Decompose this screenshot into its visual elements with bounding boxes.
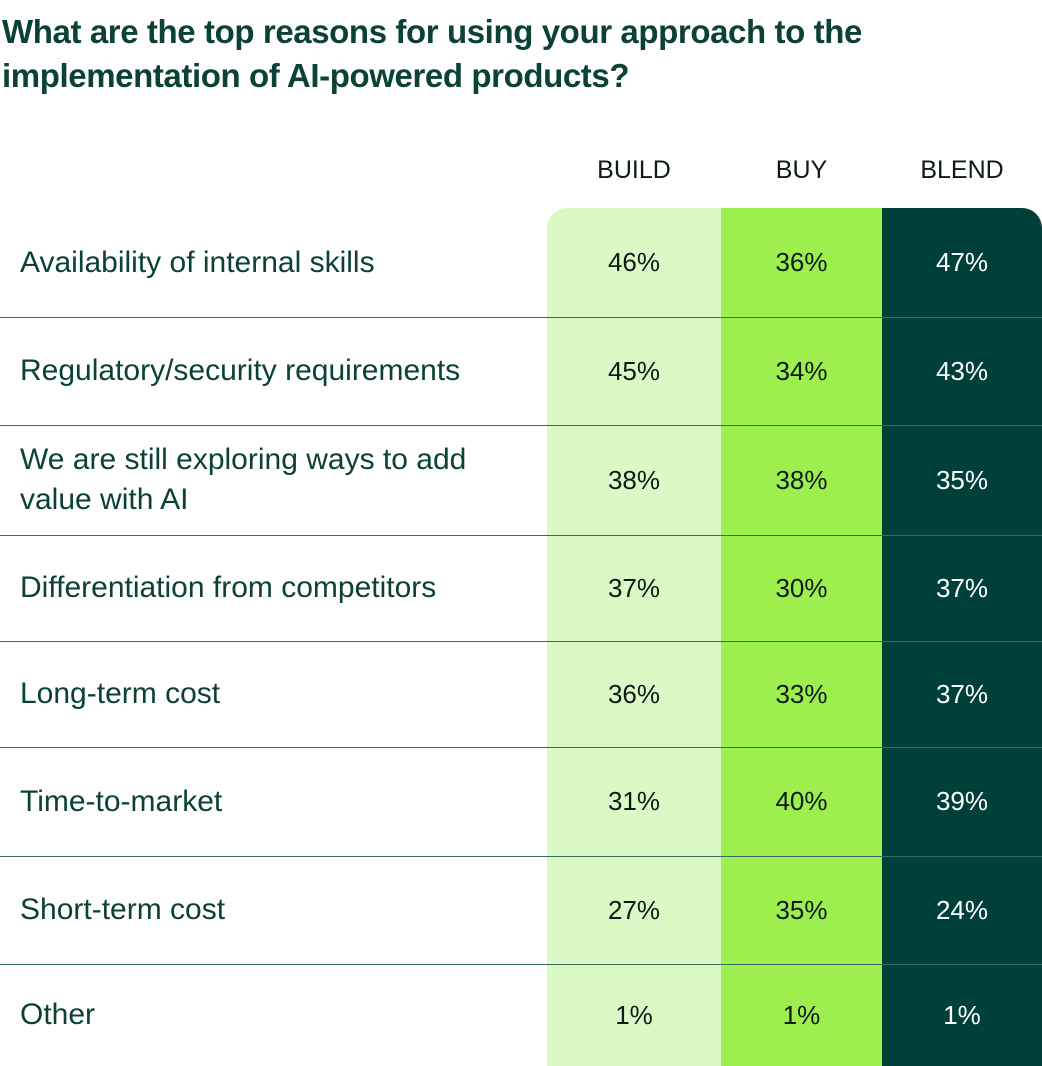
row-label: Other — [20, 998, 96, 1031]
row-divider — [0, 535, 1042, 536]
cell-blend-value: 37% — [935, 572, 989, 603]
row-divider — [0, 856, 1042, 857]
cell-build-value: 27% — [607, 894, 661, 925]
row-label: Differentiation from competitors — [20, 571, 437, 604]
row-divider — [0, 641, 1042, 642]
row-label: Long-term cost — [20, 677, 221, 710]
cell-buy-value: 30% — [775, 572, 828, 603]
chart-title: What are the top reasons for using your … — [2, 13, 862, 94]
cell-buy-value: 34% — [775, 355, 828, 386]
cell-build-value: 37% — [607, 572, 661, 603]
cell-buy-value: 38% — [775, 464, 828, 495]
column-header-build: BUILD — [597, 156, 671, 184]
table-row: Differentiation from competitors 37% 30% 37… — [0, 535, 1042, 642]
row-label: Time-to-market — [20, 784, 223, 818]
cell-build-value: 1% — [615, 999, 653, 1030]
row-label: Regulatory/security requirements — [20, 354, 461, 387]
row-divider — [0, 964, 1042, 965]
row-label: Availability of internal skills — [20, 245, 375, 279]
cell-build-value: 31% — [607, 786, 661, 816]
row-label: Short-term cost — [20, 893, 226, 926]
cell-buy-value: 1% — [782, 999, 821, 1030]
cell-blend-value: 24% — [935, 894, 989, 925]
cell-blend-value: 39% — [935, 786, 989, 816]
row-divider — [0, 425, 1042, 426]
cell-build-value: 46% — [607, 247, 661, 277]
table-row: Long-term cost 36% 33% 37% — [0, 641, 1042, 748]
cell-buy-value: 33% — [775, 678, 828, 709]
cell-blend-value: 43% — [935, 355, 989, 386]
column-header-buy: BUY — [775, 156, 828, 184]
cell-blend-value: 35% — [935, 464, 989, 495]
cell-blend-value: 37% — [935, 678, 989, 709]
cell-blend-value: 1% — [943, 999, 981, 1030]
cell-build-value: 45% — [607, 355, 661, 386]
table-row: Other 1% 1% 1% — [0, 964, 1042, 1066]
cell-build-value: 36% — [607, 678, 661, 709]
cell-blend-value: 47% — [935, 247, 989, 277]
cell-buy-value: 40% — [775, 786, 828, 816]
row-label: We are still exploring ways to add value… — [20, 443, 467, 516]
table-row: We are still exploring ways to add value… — [0, 425, 1042, 536]
cell-build-value: 38% — [607, 464, 661, 495]
buy-column-band — [721, 208, 882, 1066]
cell-buy-value: 35% — [775, 894, 828, 925]
column-header-blend: BLEND — [920, 156, 1004, 184]
table-row: Time-to-market 31% 40% 39% — [0, 747, 1042, 857]
table-row: Short-term cost 27% 35% 24% — [0, 856, 1042, 965]
build-column-band — [547, 208, 721, 1066]
cell-buy-value: 36% — [775, 247, 828, 277]
table-row: Availability of internal skills 46% 36% 47% — [0, 208, 1042, 318]
blend-column-band — [882, 208, 1042, 1066]
row-divider — [0, 747, 1042, 748]
table-row: Regulatory/security requirements 45% 34% 43… — [0, 317, 1042, 426]
row-divider — [0, 317, 1042, 318]
